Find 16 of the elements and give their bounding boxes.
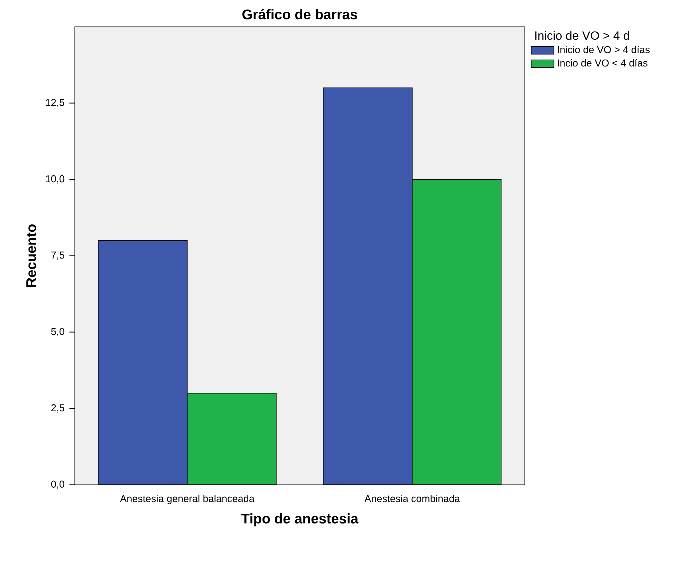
x-tick-label: Anestesia general balanceada: [120, 495, 255, 504]
y-tick-label: 10,0: [46, 176, 65, 184]
bar: [187, 393, 277, 485]
chart-title: Gráfico de barras: [242, 9, 358, 20]
x-tick-label: Anestesia combinada: [364, 495, 460, 502]
legend-label: Incio de VO < 4 días: [558, 59, 648, 67]
y-tick-label: 0,0: [51, 480, 65, 490]
legend-label: Inicio de VO > 4 días: [558, 46, 650, 54]
y-tick-label: 7,5: [52, 252, 65, 260]
legend-title: Inicio de VO > 4 d: [536, 31, 630, 40]
y-tick-label: 2,5: [52, 404, 65, 413]
y-tick-label: 5,0: [51, 328, 65, 336]
bar: [412, 179, 502, 485]
y-tick-label: 12,5: [46, 99, 65, 108]
x-axis-title: Tipo de anestesia: [242, 514, 359, 527]
y-axis-title: Recuento: [26, 224, 36, 287]
